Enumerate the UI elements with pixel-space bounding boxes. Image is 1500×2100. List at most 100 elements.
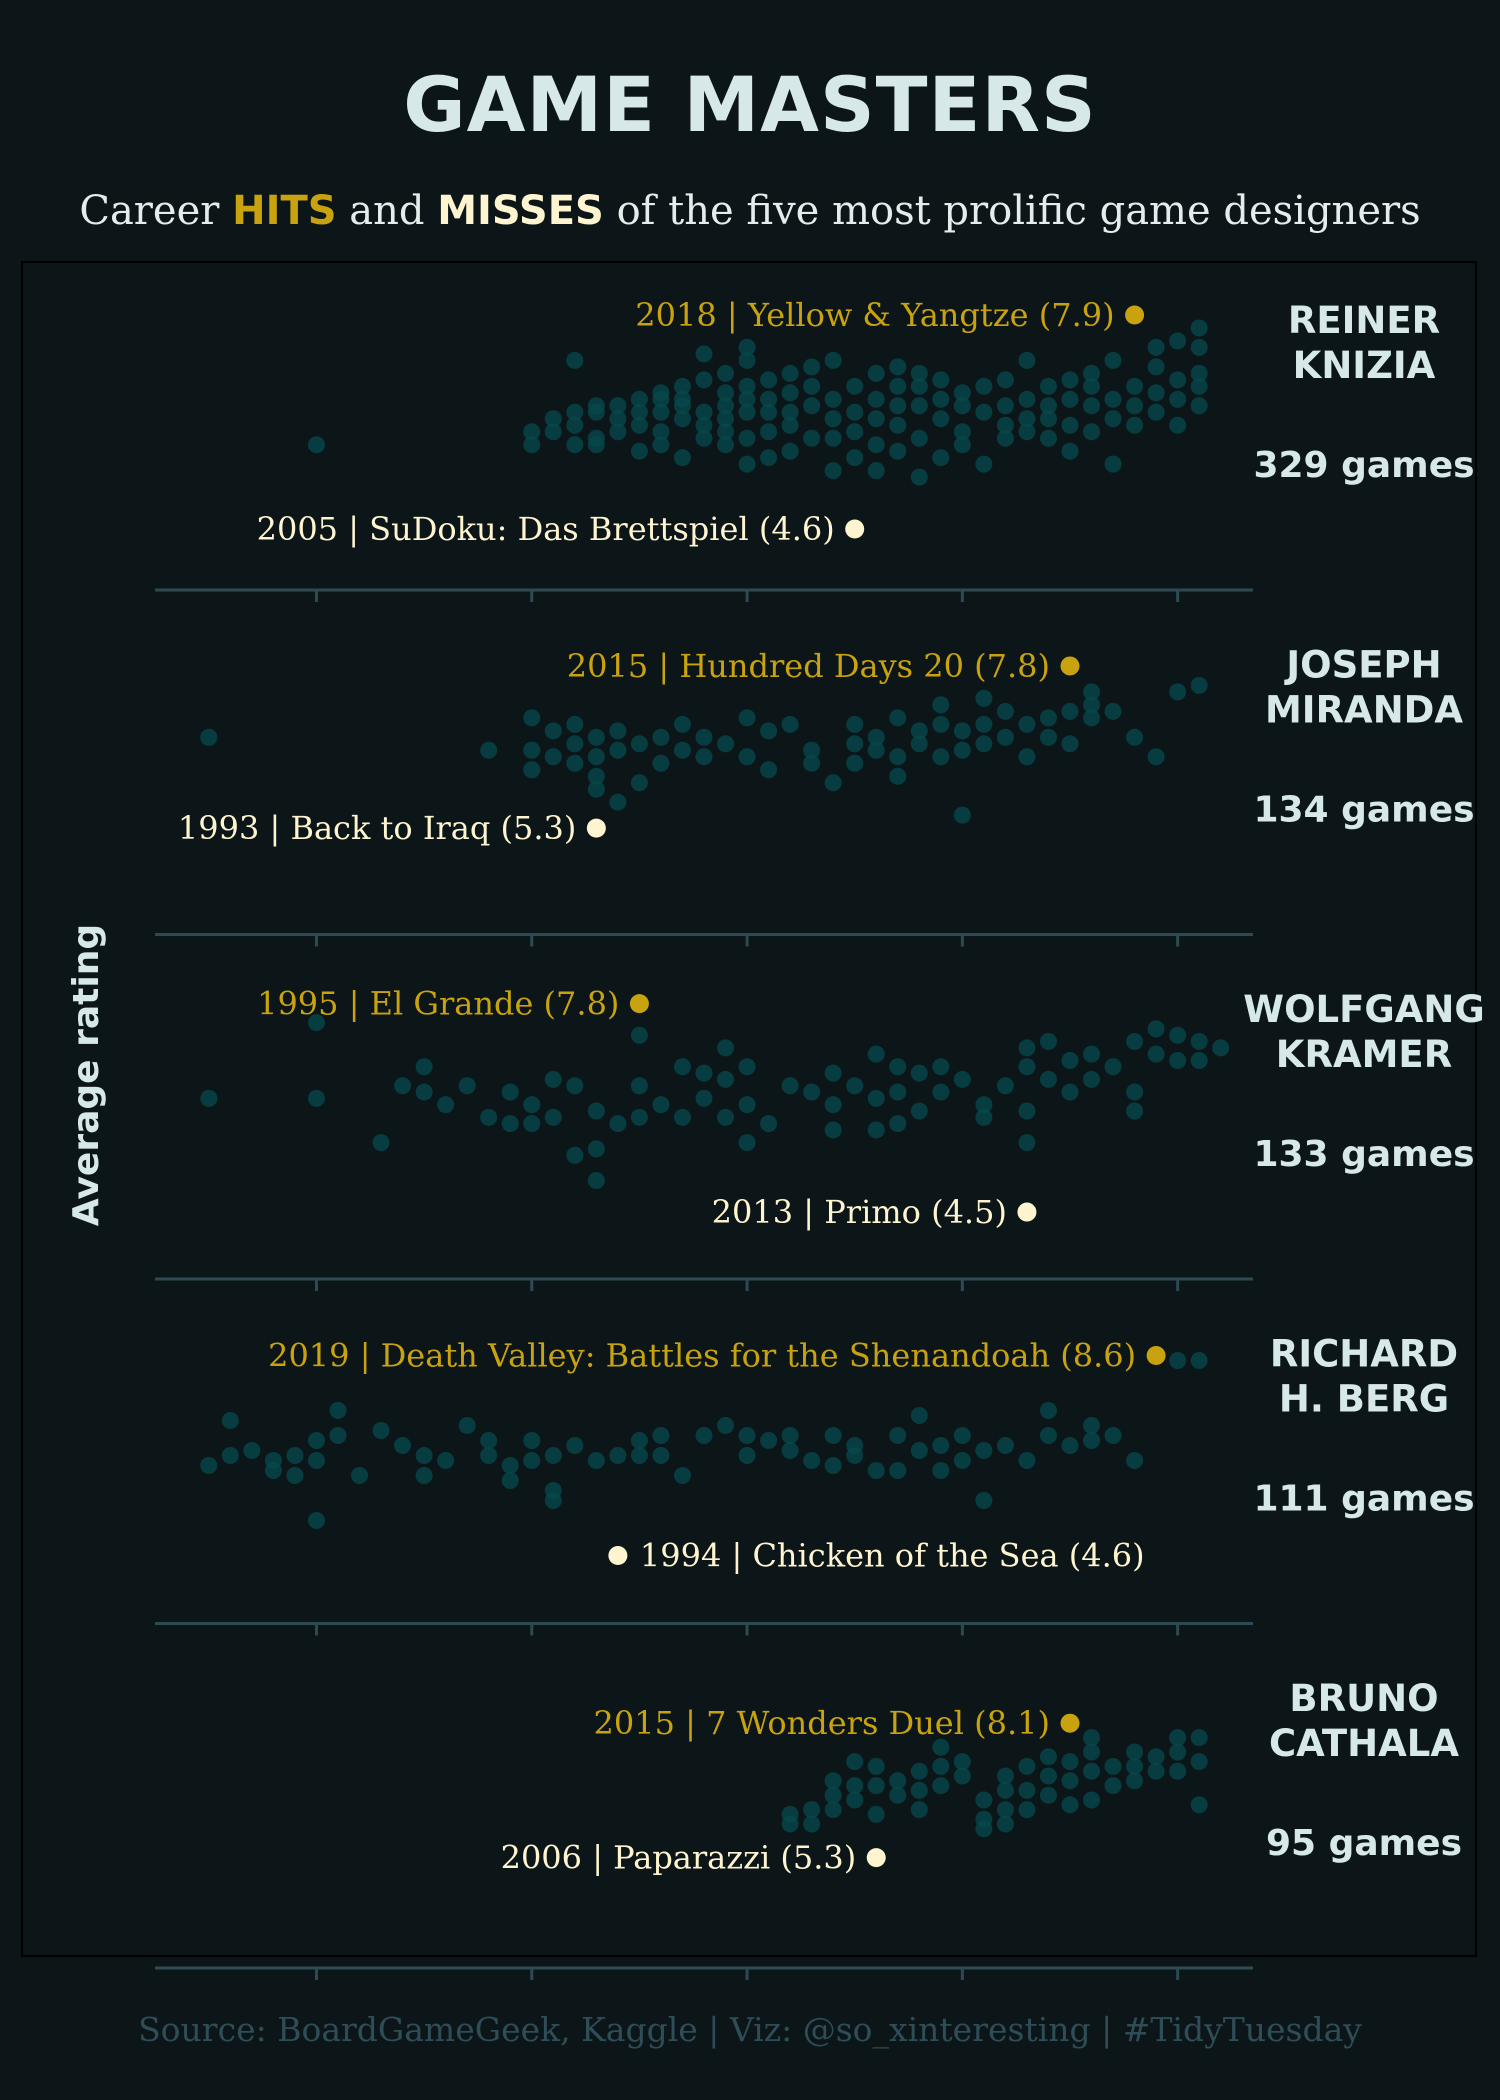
data-point xyxy=(953,1427,971,1444)
data-point xyxy=(1104,351,1122,369)
data-point xyxy=(846,449,864,467)
data-point xyxy=(609,722,627,740)
data-point xyxy=(1018,390,1036,408)
data-point xyxy=(1061,1796,1079,1814)
data-point xyxy=(566,1437,584,1454)
data-point xyxy=(1039,1070,1057,1088)
data-point xyxy=(1104,1777,1122,1795)
data-point xyxy=(975,1108,993,1126)
subtitle-text-1: Career xyxy=(79,188,233,234)
data-point xyxy=(846,1447,864,1464)
data-point xyxy=(630,1026,648,1044)
data-point xyxy=(1018,748,1036,766)
hit-label: 2015 | Hundred Days 20 (7.8) xyxy=(567,647,1050,685)
data-point xyxy=(932,1738,950,1756)
data-point xyxy=(1039,1748,1057,1766)
data-point xyxy=(1104,1058,1122,1076)
data-point xyxy=(738,390,756,408)
data-point xyxy=(1147,1748,1165,1766)
data-point xyxy=(652,1447,670,1464)
data-point xyxy=(867,1462,885,1479)
data-point xyxy=(630,735,648,753)
data-point xyxy=(566,715,584,733)
data-point xyxy=(781,1442,799,1459)
data-point xyxy=(523,1096,541,1114)
data-point xyxy=(910,1781,928,1799)
data-point xyxy=(286,1447,304,1464)
hit-label: 2015 | 7 Wonders Duel (8.1) xyxy=(594,1704,1050,1742)
data-point xyxy=(1061,390,1079,408)
data-point xyxy=(910,1801,928,1819)
data-point xyxy=(587,397,605,415)
data-point xyxy=(1147,1762,1165,1780)
data-point xyxy=(1169,1352,1187,1369)
data-point xyxy=(307,1432,325,1449)
data-point xyxy=(652,1427,670,1444)
data-point xyxy=(1147,358,1165,376)
data-point xyxy=(867,1777,885,1795)
data-point xyxy=(953,423,971,441)
data-point xyxy=(867,390,885,408)
x-tick-label: 2010 xyxy=(912,1998,1012,2000)
data-point xyxy=(501,1472,519,1489)
data-point xyxy=(1083,1417,1101,1434)
data-point xyxy=(846,423,864,441)
data-point xyxy=(738,1096,756,1114)
data-point xyxy=(803,1815,821,1833)
data-point xyxy=(824,1457,842,1474)
data-point xyxy=(609,741,627,759)
data-point xyxy=(1169,1051,1187,1069)
data-point xyxy=(1083,1791,1101,1809)
data-point xyxy=(221,1412,239,1429)
data-point xyxy=(889,1115,907,1133)
data-point xyxy=(523,436,541,454)
data-point xyxy=(1126,1757,1144,1775)
data-point xyxy=(1126,397,1144,415)
data-point xyxy=(932,371,950,389)
data-point xyxy=(609,410,627,428)
data-point xyxy=(717,436,735,454)
data-point xyxy=(738,1134,756,1152)
data-point xyxy=(738,377,756,395)
data-point xyxy=(803,429,821,447)
data-point xyxy=(1083,1432,1101,1449)
data-point xyxy=(587,1171,605,1189)
data-point xyxy=(329,1427,347,1444)
data-point xyxy=(953,384,971,402)
data-point xyxy=(394,1077,412,1095)
data-point xyxy=(803,741,821,759)
data-point xyxy=(1190,338,1208,356)
data-point xyxy=(932,449,950,467)
data-point xyxy=(1190,676,1208,694)
data-point xyxy=(760,403,778,421)
data-point xyxy=(867,1089,885,1107)
data-point xyxy=(1061,1437,1079,1454)
data-point xyxy=(372,1134,390,1152)
data-point xyxy=(1083,397,1101,415)
data-point xyxy=(867,728,885,746)
data-point xyxy=(221,1447,239,1464)
data-point xyxy=(889,1772,907,1790)
data-point xyxy=(738,429,756,447)
data-point xyxy=(1169,683,1187,701)
designer-game-count: 95 games xyxy=(1266,1823,1462,1864)
data-point xyxy=(673,410,691,428)
data-point xyxy=(587,780,605,798)
data-point xyxy=(996,702,1014,720)
data-point xyxy=(932,715,950,733)
data-point xyxy=(867,462,885,480)
data-point xyxy=(824,410,842,428)
data-point xyxy=(544,1108,562,1126)
data-point xyxy=(1169,390,1187,408)
data-point xyxy=(889,1058,907,1076)
data-point xyxy=(587,767,605,785)
data-point xyxy=(695,1089,713,1107)
data-point xyxy=(544,1447,562,1464)
data-point xyxy=(953,741,971,759)
data-point xyxy=(889,377,907,395)
data-point xyxy=(803,377,821,395)
hit-point xyxy=(629,994,649,1014)
data-point xyxy=(1083,1070,1101,1088)
data-point xyxy=(889,416,907,434)
data-point xyxy=(1061,1051,1079,1069)
